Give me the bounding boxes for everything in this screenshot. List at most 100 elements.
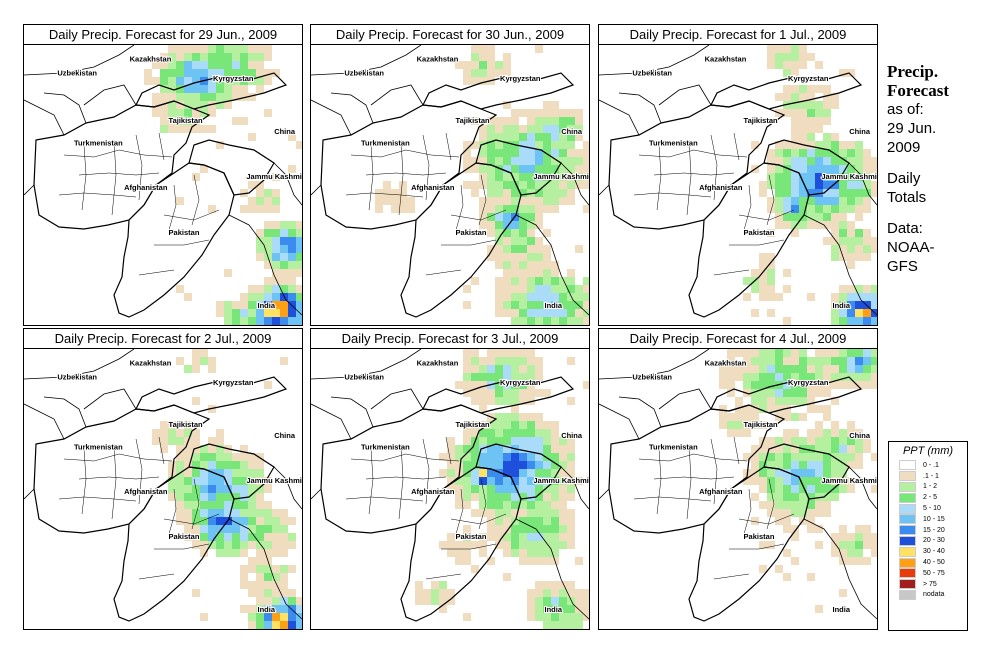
- precip-cell: [767, 541, 775, 549]
- precip-cell: [567, 581, 575, 589]
- precip-cell: [479, 77, 487, 85]
- precip-cell: [264, 517, 272, 525]
- precip-cell: [831, 493, 839, 501]
- precip-cell: [831, 149, 839, 157]
- precip-cell: [855, 541, 863, 549]
- province-boundary: [455, 488, 464, 535]
- precip-cell: [232, 77, 240, 85]
- precip-cell: [248, 477, 256, 485]
- precip-cell: [511, 357, 519, 365]
- precip-cell: [775, 213, 783, 221]
- precip-cell: [743, 413, 751, 421]
- precip-cell: [727, 373, 735, 381]
- precip-cell: [551, 541, 559, 549]
- precip-cell: [168, 437, 176, 445]
- precip-cell: [783, 109, 791, 117]
- precip-cell: [847, 365, 855, 373]
- precip-cell: [783, 389, 791, 397]
- precip-cell: [831, 133, 839, 141]
- country-boundary: [83, 388, 137, 410]
- precip-cell: [767, 397, 775, 405]
- precip-cell: [232, 85, 240, 93]
- precip-cell: [487, 445, 495, 453]
- country-boundary: [228, 518, 302, 620]
- precip-cell: [487, 229, 495, 237]
- precip-cell: [208, 357, 216, 365]
- precip-cell: [799, 125, 807, 133]
- precip-cell: [847, 181, 855, 189]
- precip-cell: [288, 237, 296, 245]
- precip-cell: [559, 301, 567, 309]
- precip-cell: [559, 605, 567, 613]
- precip-cell: [224, 101, 232, 109]
- precip-cell: [264, 533, 272, 541]
- precip-cell: [264, 309, 272, 317]
- precip-cell: [855, 189, 863, 197]
- precip-cell: [511, 317, 519, 325]
- precip-cell: [487, 125, 495, 133]
- precip-cell: [184, 461, 192, 469]
- precip-cell: [176, 429, 184, 437]
- precip-cell: [487, 525, 495, 533]
- precip-cell: [775, 53, 783, 61]
- precip-cell: [535, 181, 543, 189]
- precip-cell: [168, 53, 176, 61]
- country-boundary: [135, 72, 288, 110]
- precip-cell: [208, 69, 216, 77]
- precip-cell: [200, 533, 208, 541]
- country-boundary: [311, 45, 422, 76]
- precip-cell: [495, 421, 503, 429]
- precip-cell: [487, 389, 495, 397]
- precip-cell: [192, 437, 200, 445]
- precip-cell: [535, 517, 543, 525]
- precip-cell: [503, 453, 511, 461]
- precip-cell: [567, 277, 575, 285]
- precip-cell: [767, 261, 775, 269]
- precip-cell: [847, 245, 855, 253]
- legend-label: 40 - 50: [923, 559, 945, 567]
- precip-cell: [224, 317, 232, 325]
- precip-cell: [831, 229, 839, 237]
- precip-cell: [511, 157, 519, 165]
- precip-cell: [543, 517, 551, 525]
- precip-cell: [256, 549, 264, 557]
- precip-cell: [192, 77, 200, 85]
- precip-cell: [288, 317, 296, 325]
- precip-cell: [176, 445, 184, 453]
- legend-swatch: [899, 503, 916, 514]
- country-boundary: [599, 403, 640, 440]
- precip-cell: [503, 381, 511, 389]
- precip-cell: [280, 589, 288, 597]
- precip-cell: [783, 501, 791, 509]
- precip-cell: [839, 141, 847, 149]
- precip-cell: [176, 357, 184, 365]
- precip-cell: [783, 221, 791, 229]
- legend-item: nodata: [899, 589, 967, 601]
- precip-cell: [248, 53, 256, 61]
- precip-cell: [863, 301, 871, 309]
- precip-cell: [256, 181, 264, 189]
- legend-swatch: [899, 514, 916, 525]
- precip-cell: [831, 253, 839, 261]
- precip-cell: [256, 85, 264, 93]
- precip-cell: [815, 493, 823, 501]
- precip-cell: [288, 277, 296, 285]
- precip-cell: [168, 69, 176, 77]
- precip-cell: [527, 533, 535, 541]
- precip-cell: [527, 437, 535, 445]
- precip-cell: [855, 237, 863, 245]
- precip-cell: [847, 453, 855, 461]
- precip-cell: [527, 493, 535, 501]
- precip-cell: [248, 61, 256, 69]
- precip-cell: [383, 197, 391, 205]
- precip-cell: [519, 213, 527, 221]
- precip-cell: [192, 429, 200, 437]
- province-boundaries: [58, 132, 220, 276]
- precip-cell: [296, 141, 302, 149]
- precip-cell: [495, 373, 503, 381]
- precip-cell: [839, 181, 847, 189]
- precip-cell: [471, 477, 479, 485]
- precip-cell: [479, 357, 487, 365]
- precip-cell: [391, 197, 399, 205]
- precip-cell: [783, 413, 791, 421]
